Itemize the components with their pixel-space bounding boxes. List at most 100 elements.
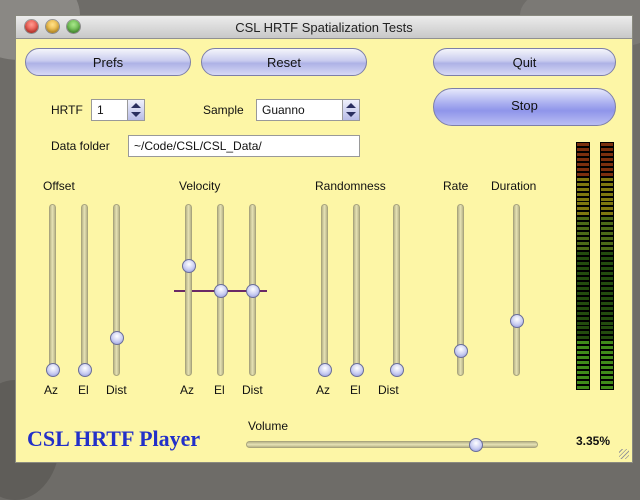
meter-segment	[577, 346, 589, 350]
velocity-el-label: El	[214, 383, 225, 397]
level-meter-left	[576, 142, 590, 390]
meter-segment	[601, 152, 613, 156]
data-folder-label: Data folder	[51, 139, 110, 153]
zoom-button[interactable]	[67, 20, 80, 33]
meter-segment	[577, 162, 589, 166]
reset-button[interactable]: Reset	[201, 48, 367, 76]
meter-segment	[601, 252, 613, 256]
meter-segment	[577, 276, 589, 280]
velocity-dist-slider[interactable]	[245, 204, 260, 376]
velocity-az-slider[interactable]	[181, 204, 196, 376]
meter-segment	[601, 242, 613, 246]
meter-segment	[601, 162, 613, 166]
slider-knob[interactable]	[349, 363, 364, 377]
meter-segment	[577, 242, 589, 246]
prefs-button[interactable]: Prefs	[25, 48, 191, 76]
meter-segment	[577, 321, 589, 325]
slider-knob[interactable]	[453, 344, 468, 359]
resize-grip-icon[interactable]	[619, 449, 629, 459]
slider-knob[interactable]	[469, 437, 484, 452]
rate-slider[interactable]	[453, 204, 468, 376]
meter-segment	[601, 371, 613, 375]
meter-segment	[577, 207, 589, 211]
meter-segment	[601, 376, 613, 380]
slider-knob[interactable]	[45, 363, 60, 377]
meter-segment	[601, 271, 613, 275]
slider-knob[interactable]	[509, 314, 524, 329]
slider-knob[interactable]	[317, 363, 332, 377]
hrtf-stepper-icon[interactable]	[127, 100, 144, 120]
velocity-el-slider[interactable]	[213, 204, 228, 376]
meter-segment	[577, 217, 589, 221]
meter-segment	[577, 232, 589, 236]
meter-segment	[601, 257, 613, 261]
meter-segment	[577, 227, 589, 231]
offset-el-slider[interactable]	[77, 204, 92, 377]
offset-title: Offset	[43, 179, 75, 193]
arrow-down-icon	[346, 112, 356, 117]
randomness-el-slider[interactable]	[349, 204, 364, 377]
meter-segment	[577, 336, 589, 340]
volume-slider[interactable]	[246, 437, 538, 452]
meter-segment	[577, 147, 589, 151]
close-button[interactable]	[25, 20, 38, 33]
meter-segment	[601, 311, 613, 315]
meter-segment	[577, 172, 589, 176]
meter-segment	[601, 212, 613, 216]
slider-knob[interactable]	[109, 331, 124, 346]
slider-knob[interactable]	[181, 258, 196, 273]
meter-segment	[601, 202, 613, 206]
slider-knob[interactable]	[245, 284, 260, 298]
meter-segment	[601, 237, 613, 241]
meter-segment	[601, 381, 613, 385]
data-folder-field[interactable]: ~/Code/CSL/CSL_Data/	[128, 135, 360, 157]
meter-segment	[577, 197, 589, 201]
randomness-dist-slider[interactable]	[389, 204, 404, 377]
meter-segment	[577, 192, 589, 196]
duration-slider[interactable]	[509, 204, 524, 376]
meter-segment	[577, 366, 589, 370]
stop-button[interactable]: Stop	[433, 88, 616, 126]
velocity-az-label: Az	[180, 383, 195, 397]
slider-knob[interactable]	[77, 363, 92, 377]
app-window: CSL HRTF Spatialization Tests Prefs Rese…	[15, 15, 633, 463]
level-meter-right	[600, 142, 614, 390]
rate-title: Rate	[443, 179, 469, 193]
offset-dist-slider[interactable]	[109, 204, 124, 376]
meter-segment	[577, 291, 589, 295]
meter-segment	[601, 286, 613, 290]
meter-segment	[577, 296, 589, 300]
sample-select[interactable]: Guanno	[256, 99, 360, 121]
meter-segment	[601, 326, 613, 330]
meter-segment	[601, 316, 613, 320]
meter-segment	[577, 237, 589, 241]
meter-segment	[601, 207, 613, 211]
meter-segment	[601, 346, 613, 350]
meter-segment	[577, 386, 589, 389]
meter-segment	[601, 157, 613, 161]
meter-segment	[577, 311, 589, 315]
meter-segment	[601, 187, 613, 191]
slider-knob[interactable]	[389, 363, 404, 377]
meter-segment	[601, 321, 613, 325]
randomness-title: Randomness	[315, 179, 386, 193]
offset-dist-label: Dist	[106, 383, 127, 397]
volume-label: Volume	[248, 419, 289, 433]
meter-segment	[577, 187, 589, 191]
title-bar[interactable]: CSL HRTF Spatialization Tests	[16, 16, 632, 39]
quit-button[interactable]: Quit	[433, 48, 616, 76]
randomness-az-slider[interactable]	[317, 204, 332, 377]
meter-segment	[577, 182, 589, 186]
meter-segment	[577, 257, 589, 261]
meter-segment	[601, 177, 613, 181]
sample-stepper-icon[interactable]	[342, 100, 359, 120]
minimize-button[interactable]	[46, 20, 59, 33]
hrtf-select[interactable]: 1	[91, 99, 145, 121]
meter-segment	[577, 212, 589, 216]
offset-az-slider[interactable]	[45, 204, 60, 377]
meter-segment	[577, 266, 589, 270]
meter-segment	[577, 157, 589, 161]
meter-segment	[601, 386, 613, 389]
slider-knob[interactable]	[213, 284, 228, 298]
meter-segment	[577, 351, 589, 355]
